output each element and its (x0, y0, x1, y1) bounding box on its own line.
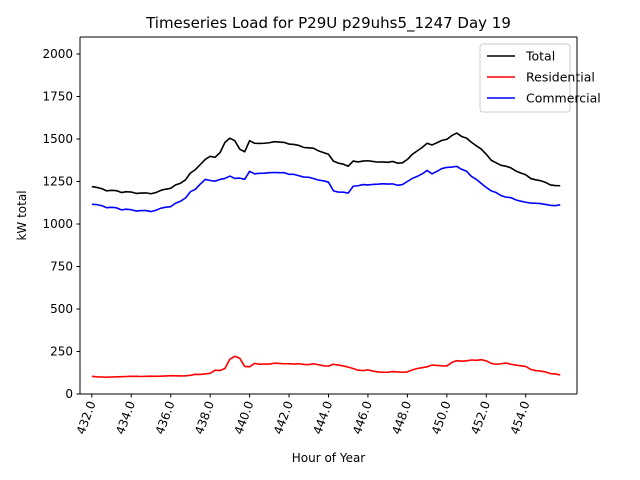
y-tick-label: 1500 (42, 132, 73, 146)
y-tick-label: 1750 (42, 90, 73, 104)
y-tick-label: 2000 (42, 47, 73, 61)
series-layer (91, 132, 561, 378)
y-tick-label: 500 (50, 302, 73, 316)
legend-label-total: Total (525, 49, 555, 64)
series-line-total (91, 132, 561, 195)
legend-box (479, 43, 571, 113)
y-axis-ticks: 0 250 500 750 1000 1250 1500 1750 2000 (42, 47, 80, 401)
plot-frame (79, 36, 578, 395)
y-tick-label: 750 (50, 260, 73, 274)
y-tick-label: 1000 (42, 217, 73, 231)
y-axis-label: kW total (15, 190, 29, 240)
y-tick-label: 250 (50, 345, 73, 359)
legend-items: Total Residential Commercial (487, 49, 601, 106)
legend: Total Residential Commercial (479, 43, 601, 113)
legend-label-commercial: Commercial (526, 91, 601, 106)
y-tick-label: 0 (65, 387, 73, 401)
series-line-residential (91, 355, 561, 378)
y-tick-label: 1250 (42, 175, 73, 189)
series-line-commercial (91, 165, 561, 213)
chart-title: Timeseries Load for P29U p29uhs5_1247 Da… (145, 14, 511, 33)
x-axis-label: Hour of Year (292, 451, 366, 465)
legend-label-residential: Residential (526, 70, 595, 85)
